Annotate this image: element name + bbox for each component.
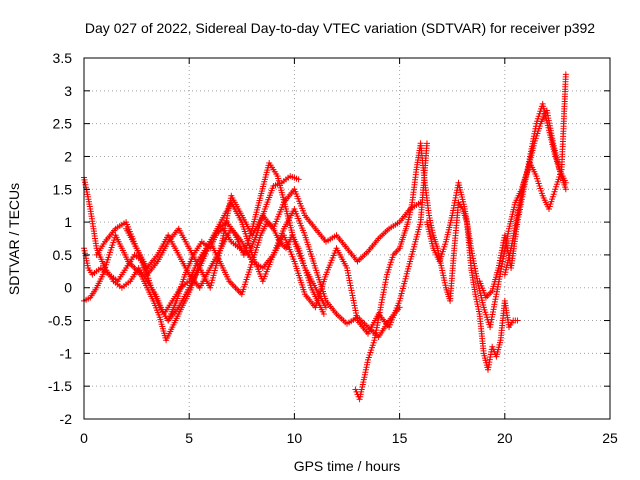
x-tick-label: 20	[497, 430, 513, 446]
x-axis-label: GPS time / hours	[294, 458, 401, 474]
y-tick-label: -0.5	[48, 313, 72, 329]
y-tick-label: 1	[64, 214, 72, 230]
y-axis-label: SDTVAR / TECUs	[6, 183, 22, 295]
data-series	[81, 71, 569, 403]
x-tick-label: 10	[287, 430, 303, 446]
y-tick-label: 2.5	[53, 116, 73, 132]
data-point	[322, 304, 329, 311]
data-point	[514, 317, 521, 324]
x-tick-label: 5	[185, 430, 193, 446]
chart-title: Day 027 of 2022, Sidereal Day-to-day VTE…	[85, 20, 595, 36]
plot-frame	[83, 57, 611, 420]
x-tick-label: 0	[80, 430, 88, 446]
x-tick-label: 25	[602, 430, 618, 446]
data-point	[562, 186, 569, 193]
data-point	[423, 140, 430, 147]
series-arc-10	[501, 71, 569, 278]
y-tick-label: -1.5	[48, 378, 72, 394]
y-tick-label: 2	[64, 148, 72, 164]
y-tick-label: 1.5	[53, 181, 73, 197]
data-point	[320, 310, 327, 317]
y-tick-label: 0	[64, 280, 72, 296]
y-tick-label: -2	[60, 411, 73, 427]
series-arc-6	[165, 199, 403, 340]
y-tick-label: 3.5	[53, 50, 73, 66]
series-arc-2	[81, 160, 329, 324]
series-arc-7	[352, 140, 521, 403]
y-tick-label: 0.5	[53, 247, 73, 263]
data-point	[295, 176, 302, 183]
y-tick-label: -1	[60, 345, 73, 361]
axis-ticks: 0 5 10 15 20 25 -2 -1.5 -1 -0.5 0 0.5 1 1.5 2 2.5 3 3.5	[48, 50, 618, 446]
y-tick-label: 3	[64, 83, 72, 99]
data-point	[562, 71, 569, 78]
x-tick-label: 15	[392, 430, 408, 446]
series-arc-3	[81, 219, 327, 344]
data-point	[396, 304, 403, 311]
